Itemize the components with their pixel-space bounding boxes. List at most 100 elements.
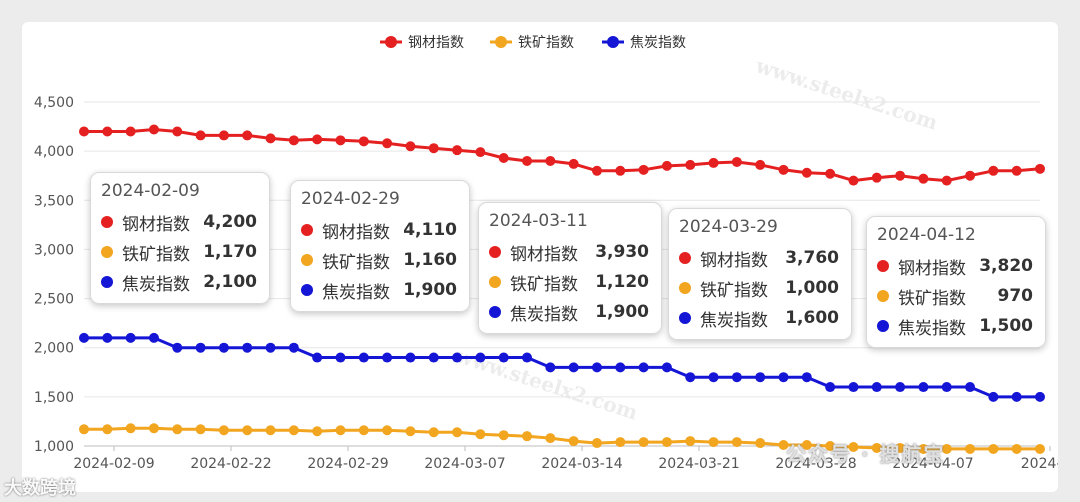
tooltip-row: 铁矿指数 1,120	[489, 267, 649, 297]
data-point	[172, 424, 183, 435]
data-point	[242, 130, 253, 141]
data-point	[871, 172, 882, 183]
series-dot-icon	[679, 312, 691, 324]
data-point	[731, 156, 742, 167]
data-point	[825, 168, 836, 179]
data-point	[1035, 163, 1045, 174]
data-point	[452, 145, 463, 156]
legend-label: 铁矿指数	[518, 35, 574, 51]
tooltip-5: 2024-04-12 钢材指数 3,820 铁矿指数 970 焦炭指数 1,500	[866, 216, 1046, 348]
data-point	[452, 427, 463, 438]
tooltip-value: 3,930	[595, 242, 649, 262]
data-point	[148, 124, 159, 135]
x-tick-label: 2024-03-28	[775, 456, 856, 472]
data-point	[358, 352, 369, 363]
series-dot-icon	[877, 320, 889, 332]
tooltip-row: 铁矿指数 1,160	[301, 245, 457, 275]
data-point	[522, 431, 533, 442]
data-point	[405, 426, 416, 437]
data-point	[358, 425, 369, 436]
data-point	[941, 443, 952, 454]
tooltip-value: 1,900	[403, 280, 457, 300]
data-point	[335, 425, 346, 436]
tooltip-series-name: 焦炭指数	[700, 310, 768, 331]
data-point	[568, 362, 579, 373]
data-point	[125, 423, 136, 434]
tooltip-series-name: 钢材指数	[122, 214, 190, 235]
data-point	[591, 165, 602, 176]
data-point	[545, 155, 556, 166]
data-point	[988, 443, 999, 454]
data-point	[708, 437, 719, 448]
data-point	[918, 443, 929, 454]
data-point	[755, 159, 766, 170]
publisher-watermark: 公众号 · 搜航宝	[786, 442, 946, 466]
tooltip-value: 1,600	[785, 308, 839, 328]
tooltip-row: 焦炭指数 2,100	[101, 267, 257, 297]
data-point	[708, 157, 719, 168]
data-point	[1035, 391, 1045, 402]
tooltip-series-name: 铁矿指数	[122, 244, 190, 265]
tooltip-series-name: 钢材指数	[322, 222, 390, 243]
data-point	[988, 165, 999, 176]
series-dot-icon	[301, 254, 313, 266]
tooltip-value: 1,170	[203, 242, 257, 262]
data-point	[475, 147, 486, 158]
series-dot-icon	[679, 252, 691, 264]
tooltip-series-name: 焦炭指数	[322, 282, 390, 303]
data-point	[615, 165, 626, 176]
tooltip-value: 970	[997, 286, 1034, 306]
data-point	[661, 437, 672, 448]
data-point	[568, 436, 579, 447]
series-dot-icon	[301, 284, 313, 296]
tooltip-date: 2024-02-29	[301, 189, 400, 209]
x-tick-label: 2024-02-29	[307, 456, 388, 472]
data-point	[102, 332, 113, 343]
data-point	[172, 342, 183, 353]
data-point	[312, 134, 323, 145]
tooltip-row: 铁矿指数 1,000	[679, 273, 839, 303]
series-dot-icon	[489, 276, 501, 288]
tooltip-value: 4,200	[203, 212, 257, 232]
tooltip-value: 4,110	[403, 220, 457, 240]
series-dot-icon	[679, 282, 691, 294]
data-point	[918, 382, 929, 393]
data-point	[755, 372, 766, 383]
data-point	[825, 441, 836, 451]
data-point	[405, 141, 416, 152]
data-point	[755, 438, 766, 449]
tooltip-series-name: 铁矿指数	[322, 252, 390, 273]
data-point	[148, 423, 159, 434]
data-point	[242, 342, 253, 353]
legend-label: 焦炭指数	[630, 35, 686, 51]
data-point	[965, 170, 976, 181]
tooltip-row: 焦炭指数 1,900	[489, 297, 649, 327]
data-point	[195, 424, 206, 435]
data-point	[568, 158, 579, 169]
data-point	[452, 352, 463, 363]
y-tick-label: 1,000	[34, 439, 74, 455]
data-point	[778, 372, 789, 383]
x-tick-label: 2024-03-21	[658, 456, 739, 472]
legend-swatch-dot	[495, 36, 507, 48]
series-dot-icon	[101, 246, 113, 258]
tooltip-row: 焦炭指数 1,500	[877, 311, 1033, 341]
data-point	[848, 382, 859, 393]
tooltip-value: 1,500	[979, 316, 1033, 336]
data-point	[172, 126, 183, 137]
data-point	[125, 332, 136, 343]
tooltip-value: 1,120	[595, 272, 649, 292]
data-point	[265, 133, 276, 144]
series-dot-icon	[101, 276, 113, 288]
data-point	[195, 342, 206, 353]
series-dot-icon	[877, 290, 889, 302]
data-point	[288, 342, 299, 353]
tooltip-1: 2024-02-09 钢材指数 4,200 铁矿指数 1,170 焦炭指数 2,100	[90, 172, 270, 304]
data-point	[615, 362, 626, 373]
tooltip-series-name: 焦炭指数	[898, 318, 966, 339]
data-point	[801, 372, 812, 383]
data-point	[335, 352, 346, 363]
data-point	[265, 425, 276, 436]
y-tick-label: 3,500	[34, 193, 74, 209]
data-point	[382, 425, 393, 436]
